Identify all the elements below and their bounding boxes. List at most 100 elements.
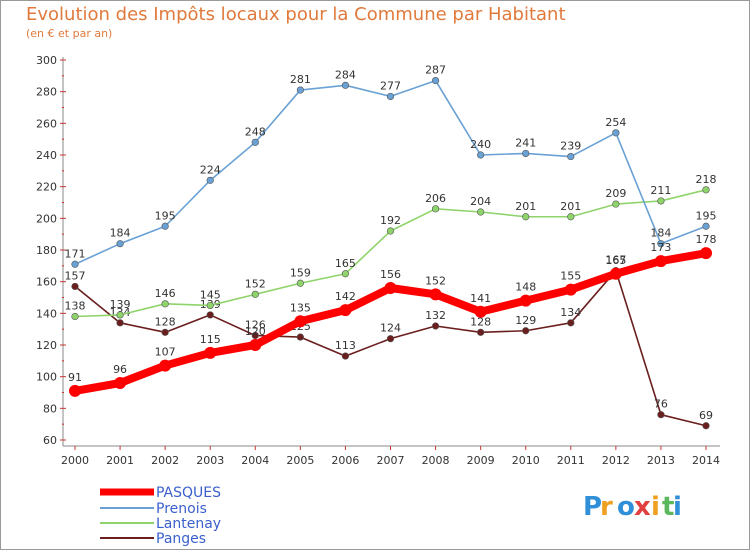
data-point-prenois bbox=[477, 151, 485, 159]
data-point-pasques bbox=[609, 267, 622, 280]
data-point-prenois bbox=[657, 240, 665, 248]
data-point-prenois bbox=[161, 222, 169, 230]
y-tick-label: 200 bbox=[36, 212, 57, 225]
data-label-panges: 113 bbox=[335, 339, 356, 352]
y-tick-label: 140 bbox=[36, 307, 57, 320]
x-tick-label: 2011 bbox=[557, 454, 585, 467]
series-layer: 1571341281391261251131241321281291341677… bbox=[65, 64, 717, 430]
data-label-lantenay: 201 bbox=[515, 200, 536, 213]
data-point-lantenay bbox=[702, 186, 710, 194]
data-label-prenois: 195 bbox=[696, 209, 717, 222]
data-point-prenois bbox=[386, 92, 395, 101]
x-tick-label: 2013 bbox=[647, 454, 675, 467]
y-tick-label: 240 bbox=[36, 149, 57, 162]
data-point-panges bbox=[477, 328, 485, 336]
data-label-prenois: 254 bbox=[605, 116, 626, 129]
data-point-pasques bbox=[654, 255, 667, 268]
data-label-pasques: 135 bbox=[290, 301, 311, 314]
data-label-lantenay: 204 bbox=[470, 195, 491, 208]
data-point-pasques bbox=[159, 359, 172, 372]
data-point-panges bbox=[296, 333, 304, 341]
logo-letter: i bbox=[673, 492, 682, 522]
data-label-panges: 124 bbox=[380, 322, 401, 335]
data-point-panges bbox=[341, 352, 350, 360]
data-label-lantenay: 165 bbox=[335, 257, 356, 270]
y-tick-label: 80 bbox=[43, 402, 57, 415]
data-label-lantenay: 206 bbox=[425, 192, 446, 205]
data-label-pasques: 107 bbox=[155, 346, 176, 359]
logo-letter: P bbox=[583, 492, 602, 522]
data-point-lantenay bbox=[431, 205, 440, 213]
data-point-lantenay bbox=[612, 200, 620, 208]
data-point-pasques bbox=[564, 283, 577, 296]
data-point-lantenay bbox=[296, 279, 304, 287]
y-tick-label: 120 bbox=[36, 339, 57, 352]
data-label-pasques: 155 bbox=[560, 270, 581, 283]
data-label-prenois: 184 bbox=[650, 227, 671, 240]
data-point-prenois bbox=[71, 260, 79, 268]
data-point-pasques bbox=[474, 305, 487, 318]
data-label-prenois: 287 bbox=[425, 64, 446, 77]
data-point-prenois bbox=[612, 129, 620, 137]
x-tick-label: 2007 bbox=[377, 454, 405, 467]
y-tick-label: 160 bbox=[36, 276, 57, 289]
chart-subtitle: (en € et par an) bbox=[26, 27, 113, 40]
data-point-panges bbox=[567, 319, 575, 327]
series-line-prenois bbox=[74, 79, 707, 266]
data-label-pasques: 141 bbox=[470, 292, 491, 305]
x-tick-label: 2002 bbox=[151, 454, 179, 467]
data-point-lantenay bbox=[341, 270, 350, 278]
data-label-pasques: 91 bbox=[68, 371, 82, 384]
logo-letter: x bbox=[634, 492, 651, 522]
data-label-lantenay: 145 bbox=[200, 288, 221, 301]
data-point-panges bbox=[251, 331, 259, 340]
data-label-lantenay: 159 bbox=[290, 266, 311, 279]
x-tick-label: 2000 bbox=[61, 454, 89, 467]
data-label-lantenay: 192 bbox=[380, 214, 401, 227]
data-label-panges: 167 bbox=[605, 254, 626, 267]
data-point-panges bbox=[657, 411, 665, 419]
data-point-prenois bbox=[341, 81, 350, 89]
logo-letter: t bbox=[662, 492, 674, 522]
data-point-lantenay bbox=[161, 300, 169, 308]
data-label-panges: 128 bbox=[155, 315, 176, 328]
data-point-panges bbox=[116, 319, 124, 327]
data-point-pasques bbox=[339, 304, 352, 317]
data-label-prenois: 224 bbox=[200, 163, 221, 176]
data-label-lantenay: 152 bbox=[245, 277, 266, 290]
data-point-pasques bbox=[519, 294, 532, 307]
x-tick-label: 2014 bbox=[692, 454, 720, 467]
data-point-prenois bbox=[431, 76, 440, 85]
data-point-lantenay bbox=[71, 312, 79, 321]
data-label-prenois: 195 bbox=[155, 209, 176, 222]
data-point-panges bbox=[431, 322, 440, 330]
data-point-pasques bbox=[69, 384, 81, 397]
data-point-pasques bbox=[294, 315, 307, 328]
data-label-prenois: 281 bbox=[290, 73, 311, 86]
y-tick-label: 220 bbox=[36, 181, 57, 194]
data-point-lantenay bbox=[206, 301, 214, 310]
data-label-pasques: 173 bbox=[650, 241, 671, 254]
data-label-prenois: 240 bbox=[470, 138, 491, 151]
data-point-prenois bbox=[251, 138, 259, 146]
data-label-lantenay: 146 bbox=[155, 287, 176, 300]
data-label-pasques: 120 bbox=[245, 325, 266, 338]
data-point-lantenay bbox=[251, 290, 259, 298]
data-label-pasques: 148 bbox=[515, 281, 536, 294]
data-point-prenois bbox=[702, 222, 710, 230]
data-label-prenois: 184 bbox=[110, 227, 131, 240]
x-tick-label: 2012 bbox=[602, 454, 630, 467]
data-point-pasques bbox=[700, 247, 712, 260]
data-label-prenois: 248 bbox=[245, 125, 266, 138]
data-point-panges bbox=[161, 328, 169, 336]
data-label-prenois: 241 bbox=[515, 136, 536, 149]
data-label-panges: 157 bbox=[65, 269, 86, 282]
data-point-lantenay bbox=[657, 197, 665, 205]
data-label-pasques: 142 bbox=[335, 290, 356, 303]
data-label-lantenay: 218 bbox=[696, 173, 717, 186]
data-point-prenois bbox=[296, 86, 304, 94]
data-label-lantenay: 211 bbox=[650, 184, 671, 197]
y-tick-label: 280 bbox=[36, 86, 57, 99]
legend-label-panges: Panges bbox=[156, 531, 206, 547]
